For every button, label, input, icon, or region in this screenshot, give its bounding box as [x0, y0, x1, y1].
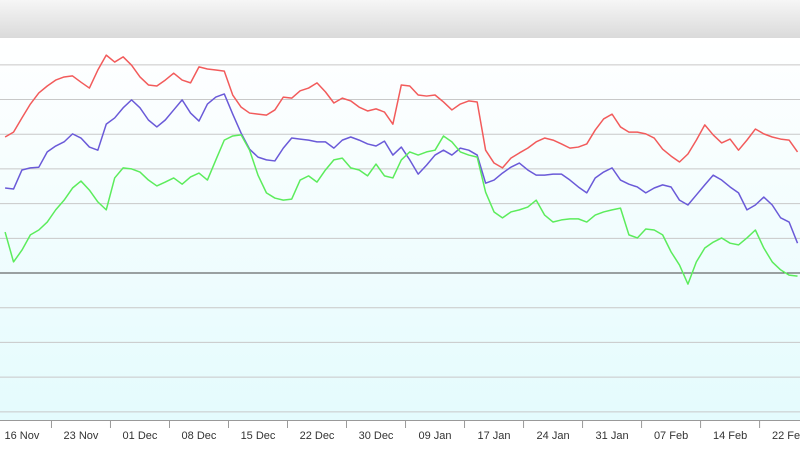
header-bar [0, 0, 800, 38]
x-tick-label: 07 Feb [654, 430, 688, 442]
x-tick-label: 14 Feb [713, 430, 747, 442]
x-tick-label: 15 Dec [241, 430, 276, 442]
plot-background [0, 38, 800, 421]
series-line [4, 54, 799, 169]
series-line [4, 134, 798, 285]
grid [0, 64, 800, 413]
x-tick-label: 22 Dec [300, 430, 335, 442]
x-tick-label: 09 Jan [419, 430, 452, 442]
lines [4, 54, 799, 285]
x-tick-label: 31 Jan [596, 430, 629, 442]
x-tick-label: 30 Dec [359, 430, 394, 442]
x-tick-label: 23 Nov [64, 430, 99, 442]
x-tick-label: 01 Dec [123, 430, 158, 442]
x-tick-label: 24 Jan [537, 430, 570, 442]
x-tick-label: 17 Jan [478, 430, 511, 442]
x-tick-label: 08 Dec [182, 430, 217, 442]
x-axis-labels: 16 Nov 23 Nov 01 Dec 08 Dec 15 Dec 22 Dec 30 D… [5, 420, 800, 442]
x-tick-label: 22 Feb [772, 430, 800, 442]
series-line [5, 93, 799, 244]
x-tick-label: 16 Nov [5, 430, 40, 442]
